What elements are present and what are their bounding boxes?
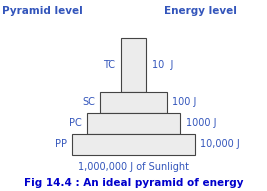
Text: 1000 J: 1000 J <box>186 118 216 128</box>
Text: TC: TC <box>104 60 115 70</box>
Text: SC: SC <box>82 97 95 107</box>
Text: 1,000,000 J of Sunlight: 1,000,000 J of Sunlight <box>78 162 189 172</box>
Text: Fig 14.4 : An ideal pyramid of energy: Fig 14.4 : An ideal pyramid of energy <box>24 178 243 188</box>
Bar <box>100 92 167 113</box>
Bar <box>87 113 180 134</box>
Text: Pyramid level: Pyramid level <box>2 6 83 16</box>
Text: PC: PC <box>69 118 81 128</box>
Bar <box>121 38 146 92</box>
Text: 100 J: 100 J <box>172 97 197 107</box>
Bar <box>72 134 195 155</box>
Text: PP: PP <box>55 139 67 149</box>
Text: 10  J: 10 J <box>152 60 173 70</box>
Text: 10,000 J: 10,000 J <box>200 139 240 149</box>
Text: Energy level: Energy level <box>164 6 237 16</box>
